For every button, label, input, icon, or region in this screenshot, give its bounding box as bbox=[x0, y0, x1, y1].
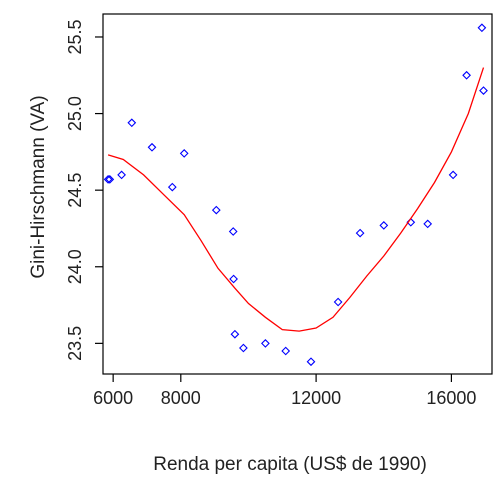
plot-area bbox=[102, 13, 493, 375]
data-point bbox=[117, 170, 126, 180]
y-tick-label: 24.5 bbox=[65, 173, 85, 208]
data-point bbox=[105, 175, 115, 184]
data-point bbox=[379, 221, 389, 230]
data-point bbox=[127, 118, 137, 128]
plot-frame bbox=[102, 13, 493, 375]
data-point bbox=[306, 357, 316, 367]
y-tick-label: 25.0 bbox=[65, 96, 85, 131]
data-point bbox=[355, 228, 365, 238]
data-point bbox=[423, 219, 433, 229]
data-point bbox=[239, 343, 248, 353]
data-point bbox=[179, 149, 189, 158]
x-tick-label: 8000 bbox=[161, 388, 201, 408]
data-point bbox=[167, 182, 177, 192]
x-tick-label: 6000 bbox=[93, 388, 133, 408]
data-point bbox=[228, 227, 238, 236]
data-point bbox=[147, 142, 157, 152]
data-point bbox=[281, 346, 291, 356]
data-point bbox=[462, 70, 471, 80]
y-tick-label: 25.5 bbox=[65, 19, 85, 54]
x-tick-label: 12000 bbox=[291, 388, 341, 408]
data-point bbox=[229, 274, 238, 284]
smooth-fit-line bbox=[107, 67, 485, 332]
data-point bbox=[211, 205, 221, 215]
y-tick-label: 23.5 bbox=[65, 326, 85, 361]
data-point bbox=[261, 339, 270, 348]
axis-ticks: 6000 8000 12000 16000 23.5 24.0 24.5 25.0 25.5 bbox=[65, 19, 476, 408]
y-axis-title: Gini-Hirschmann (VA) bbox=[28, 95, 49, 278]
data-point bbox=[333, 297, 343, 307]
data-point bbox=[448, 170, 458, 180]
y-tick-label: 24.0 bbox=[65, 249, 85, 284]
data-point bbox=[230, 329, 240, 339]
x-axis-title: Renda per capita (US$ de 1990) bbox=[153, 454, 427, 475]
x-tick-label: 16000 bbox=[426, 388, 476, 408]
data-point bbox=[103, 175, 113, 184]
data-point bbox=[479, 86, 488, 95]
data-point bbox=[477, 23, 487, 33]
